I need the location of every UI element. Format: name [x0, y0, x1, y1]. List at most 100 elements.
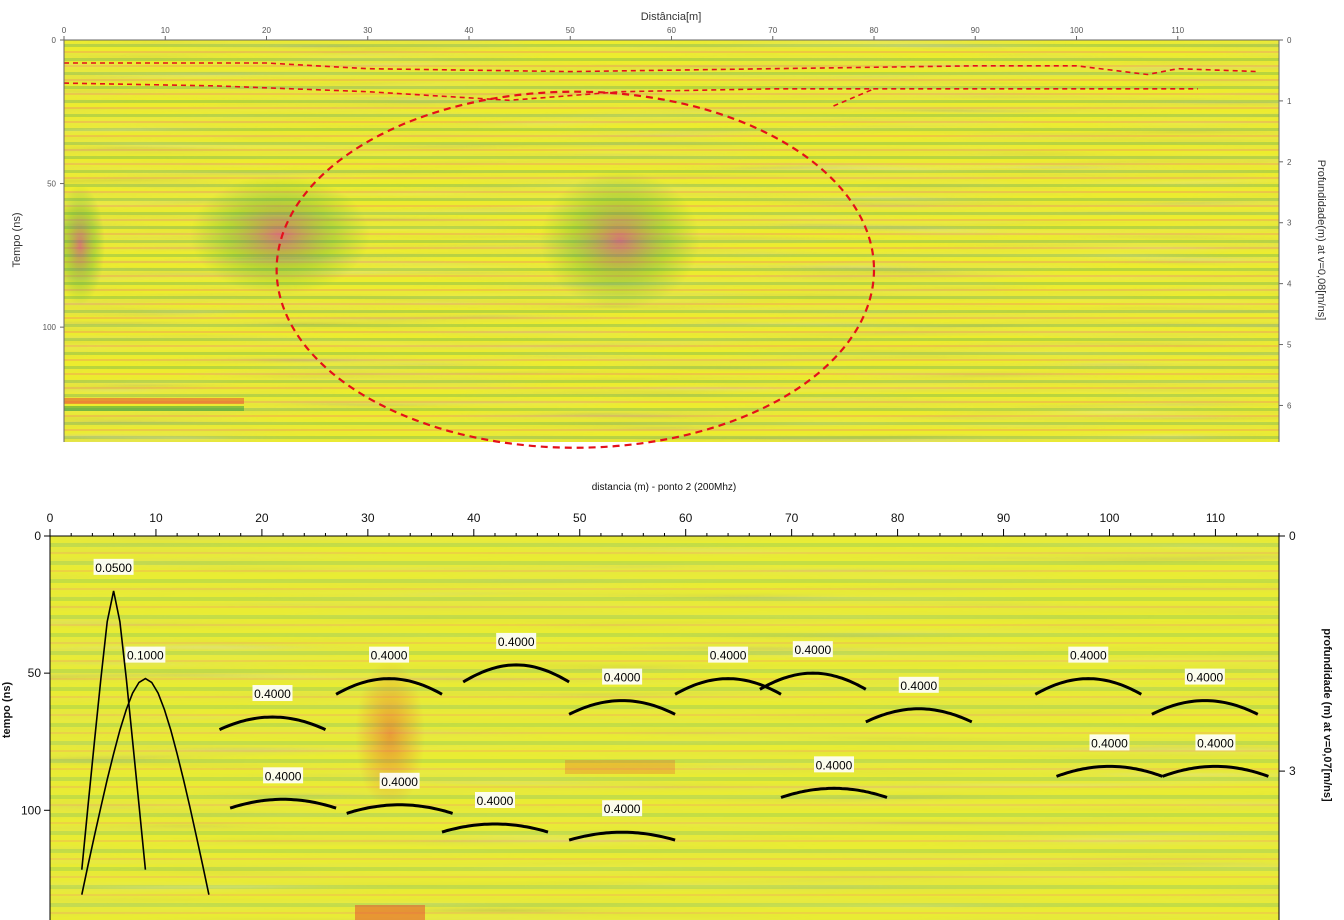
diffraction-hyperbola	[346, 803, 454, 815]
bottom-y2-axis-title: profundidade (m) at v=0,07[m/ns]	[1321, 628, 1333, 802]
diffraction-hyperbola	[568, 699, 676, 716]
top-x-tick-label: 70	[768, 26, 777, 35]
bottom-y-tick-label: 0	[34, 529, 41, 543]
hyperbola-label-box	[602, 668, 643, 685]
hyperbola-velocity-label: 0.4000	[604, 671, 641, 685]
top-x-tick-label: 80	[870, 26, 879, 35]
hyperbola-label-box	[898, 676, 939, 693]
top-x-tick-label: 90	[971, 26, 980, 35]
hyperbola-velocity-label: 0.4000	[900, 679, 937, 693]
top-x-tick-label: 100	[1070, 26, 1084, 35]
hyperbola-velocity-label: 0.4000	[254, 687, 291, 701]
hyperbola-label-box	[1195, 734, 1236, 751]
top-interpretation-overlay	[63, 62, 1259, 449]
hyperbola-velocity-label: 0.4000	[498, 635, 535, 649]
top-x-tick-label: 20	[262, 26, 271, 35]
bottom-x-tick-label: 60	[679, 511, 693, 525]
hyperbola-label-box	[814, 756, 855, 773]
bottom-y-tick-label: 50	[28, 666, 42, 680]
bottom-x-tick-label: 100	[1099, 511, 1119, 525]
diffraction-hyperbola	[462, 663, 570, 684]
bottom-y-tick-label: 100	[21, 803, 41, 817]
bottom-x-tick-label: 70	[785, 511, 799, 525]
diffraction-hyperbola	[1151, 699, 1259, 716]
top-panel: 0 10 20 30 40 50 60 70 80 90 100 110 0 50 100 0 1 2 3 4 5 6 D…	[11, 11, 1327, 449]
top-y-tick-label: 50	[47, 180, 56, 189]
top-x-tick-label: 110	[1171, 26, 1184, 35]
bottom-panel: 0.0500 0.1000 0.4000 0.4000 0.4000 0.4000 0.40…	[1, 482, 1333, 920]
diffraction-hyperbola	[865, 707, 973, 724]
top-y2-tick-label: 1	[1287, 97, 1292, 106]
diffraction-hyperbola	[568, 830, 676, 842]
top-x-tick-label: 0	[62, 26, 67, 35]
hyperbola-velocity-label: 0.4000	[816, 758, 853, 772]
hyperbola-velocity-label: 0.4000	[381, 775, 418, 789]
top-x-tick-label: 30	[363, 26, 372, 35]
hyperbola-velocity-label: 0.0500	[95, 561, 132, 575]
hyperbola-velocity-label: 0.4000	[265, 769, 302, 783]
anomaly-dashed-ellipse	[275, 90, 876, 449]
bottom-x-tick-label: 50	[573, 511, 587, 525]
hyperbola-velocity-label: 0.1000	[127, 649, 164, 663]
bottom-x-tick-label: 30	[361, 511, 375, 525]
diffraction-hyperbola	[218, 715, 327, 731]
interpretation-dashed-line	[63, 82, 1198, 102]
hyperbola-label-box	[792, 641, 833, 658]
diffraction-hyperbola	[81, 677, 210, 895]
hyperbola-label-box	[1089, 734, 1130, 751]
bottom-x-tick-label: 110	[1206, 511, 1225, 525]
diffraction-hyperbola	[780, 786, 888, 799]
diffraction-hyperbola	[1055, 764, 1164, 778]
hyperbola-label-box	[93, 558, 134, 575]
hyperbola-velocity-label: 0.4000	[477, 794, 514, 808]
top-y2-tick-label: 6	[1287, 401, 1292, 410]
hyperbola-velocity-label: 0.4000	[604, 802, 641, 816]
top-y2-tick-label: 0	[1287, 36, 1292, 45]
diffraction-hyperbola	[81, 590, 147, 870]
diffraction-hyperbola	[759, 671, 867, 691]
hyperbola-velocity-label: 0.4000	[710, 649, 747, 663]
top-y2-tick-label: 3	[1287, 219, 1292, 228]
top-y-axis-title: Tempo (ns)	[11, 212, 23, 267]
hyperbola-label-box	[125, 646, 166, 663]
hyperbola-velocity-label: 0.4000	[1070, 649, 1107, 663]
interpretation-dashed-line	[833, 88, 875, 107]
bottom-axes: 0 10 20 30 40 50 60 70 80 90 100 110 0 50 100 0 3	[21, 511, 1296, 817]
bottom-x-tick-label: 80	[891, 511, 905, 525]
top-y-tick-label: 0	[52, 36, 57, 45]
hyperbola-velocity-label: 0.4000	[1197, 736, 1234, 750]
top-y2-tick-label: 2	[1287, 158, 1292, 167]
hyperbola-velocity-label: 0.4000	[1091, 736, 1128, 750]
top-x-tick-label: 60	[667, 26, 676, 35]
top-y2-axis-title: Profundidade(m) at v=0,08[m/ns]	[1315, 160, 1327, 321]
hyperbola-velocity-label: 0.4000	[794, 643, 831, 657]
hyperbola-label-box	[379, 772, 420, 789]
bottom-y-axis-title: tempo (ns)	[1, 682, 13, 739]
bottom-x-tick-label: 40	[467, 511, 481, 525]
bottom-y2-tick-label: 0	[1289, 529, 1296, 543]
diffraction-hyperbola	[1161, 764, 1269, 778]
hyperbola-velocity-label: 0.4000	[1186, 671, 1223, 685]
diffraction-hyperbola	[1034, 677, 1143, 696]
top-x-axis-title: Distância[m]	[641, 11, 702, 23]
interpretation-dashed-line	[64, 62, 1259, 76]
hyperbola-label-box	[708, 646, 749, 663]
hyperbola-label-box	[1068, 646, 1109, 663]
top-radargram-image	[64, 40, 1279, 442]
top-x-tick-label: 50	[566, 26, 575, 35]
bottom-x-tick-label: 0	[47, 511, 54, 525]
top-y2-tick-label: 5	[1287, 341, 1292, 350]
top-x-tick-label: 10	[161, 26, 170, 35]
diffraction-hyperbola	[441, 822, 549, 834]
top-y2-tick-label: 4	[1287, 280, 1292, 289]
hyperbola-label-box	[1184, 668, 1225, 685]
top-y-tick-label: 100	[43, 323, 57, 332]
diffraction-hyperbola	[229, 797, 337, 810]
hyperbola-label-box	[263, 767, 304, 784]
hyperbola-label-box	[474, 792, 515, 808]
bottom-x-tick-label: 20	[255, 511, 269, 525]
hyperbola-label-box	[496, 632, 537, 649]
diffraction-hyperbola	[335, 677, 443, 696]
bottom-x-tick-label: 90	[997, 511, 1011, 525]
